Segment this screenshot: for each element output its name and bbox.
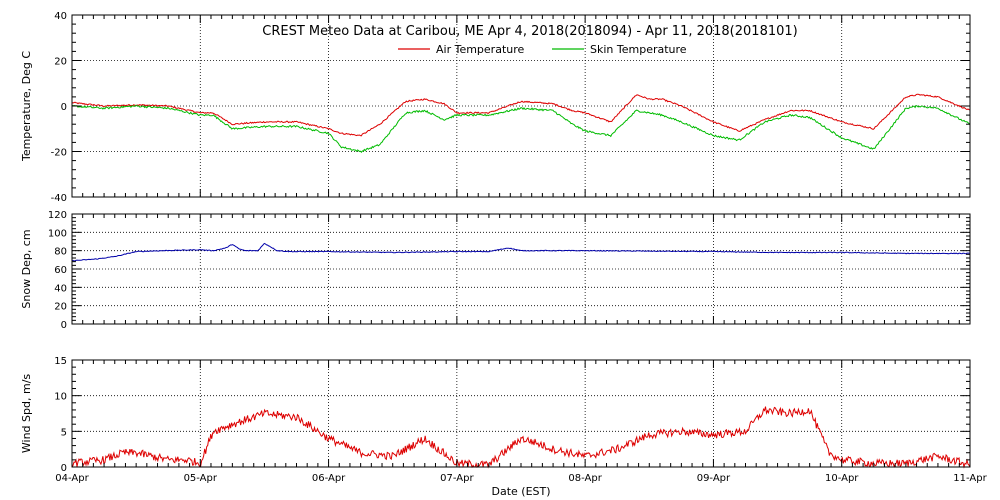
y-axis-title: Wind Spd, m/s bbox=[20, 374, 33, 454]
y-tick-label: 0 bbox=[61, 320, 67, 331]
x-tick-label: 06-Apr bbox=[312, 473, 346, 484]
y-tick-label: 20 bbox=[54, 57, 67, 68]
legend-entry: Air Temperature bbox=[436, 43, 525, 56]
label-layer: -40 -20 0 20 40 Temperature, Deg C CREST Meteo… bbox=[20, 11, 988, 498]
y-tick-label: -20 bbox=[51, 148, 67, 159]
y-tick-label: 15 bbox=[54, 356, 67, 367]
y-tick-label: 0 bbox=[61, 102, 67, 113]
x-tick-label: 05-Apr bbox=[184, 473, 218, 484]
y-tick-label: 100 bbox=[48, 228, 67, 239]
x-tick-label: 11-Apr bbox=[953, 473, 987, 484]
x-tick-label: 07-Apr bbox=[440, 473, 474, 484]
series-line-air-temperature bbox=[71, 93, 971, 137]
x-axis-title: Date (EST) bbox=[491, 485, 550, 498]
plot-frame bbox=[71, 359, 971, 468]
y-axis-title: Temperature, Deg C bbox=[20, 51, 33, 162]
series-line-panel2 bbox=[72, 242, 970, 262]
x-tick-label: 09-Apr bbox=[697, 473, 731, 484]
y-tick-label: 40 bbox=[54, 11, 67, 22]
x-tick-label: 08-Apr bbox=[568, 473, 602, 484]
y-tick-label: 20 bbox=[54, 302, 67, 313]
series-line-skin-temperature bbox=[71, 104, 971, 153]
y-tick-label: 80 bbox=[54, 247, 67, 258]
y-tick-label: 60 bbox=[54, 265, 67, 276]
x-tick-label: 04-Apr bbox=[55, 473, 89, 484]
legend-entry: Skin Temperature bbox=[590, 43, 687, 56]
grid-layer bbox=[72, 15, 970, 467]
series-line-panel3 bbox=[71, 406, 971, 469]
y-tick-label: -40 bbox=[51, 193, 67, 204]
y-tick-label: 5 bbox=[61, 427, 67, 438]
y-tick-label: 10 bbox=[54, 392, 67, 403]
y-axis-title: Snow Dep, cm bbox=[20, 229, 33, 308]
x-tick-label: 10-Apr bbox=[825, 473, 859, 484]
series-layer bbox=[71, 93, 971, 469]
y-tick-label: 0 bbox=[61, 463, 67, 474]
plot-frame bbox=[71, 213, 971, 325]
frame-layer bbox=[71, 14, 971, 468]
y-tick-label: 40 bbox=[54, 283, 67, 294]
chart-title: CREST Meteo Data at Caribou, ME Apr 4, 2… bbox=[262, 24, 797, 39]
y-tick-label: 120 bbox=[48, 210, 67, 221]
